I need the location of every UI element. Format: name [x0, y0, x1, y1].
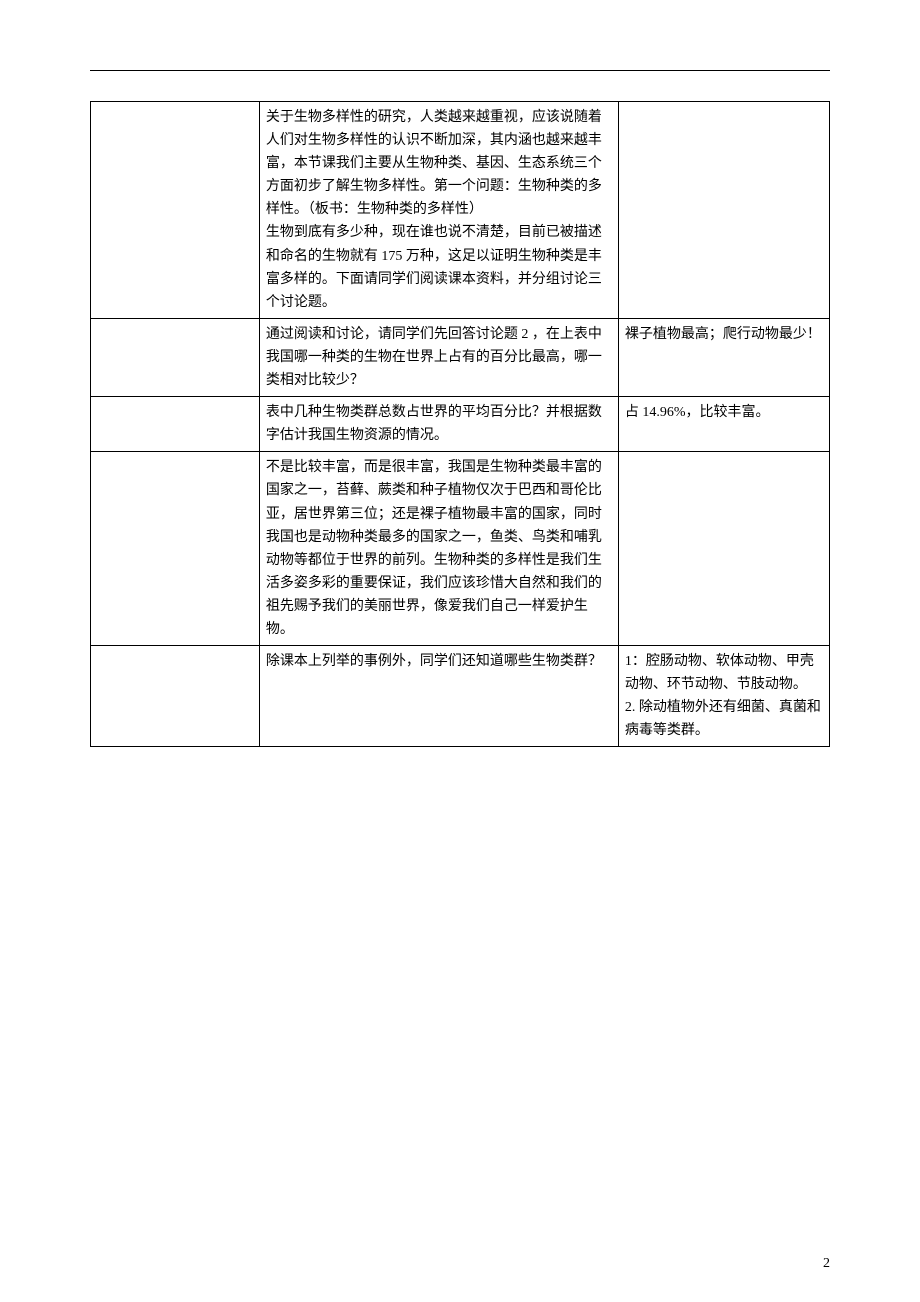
cell-col3: 裸子植物最高；爬行动物最少！	[618, 318, 829, 396]
cell-col2: 除课本上列举的事例外，同学们还知道哪些生物类群？	[259, 646, 618, 747]
cell-col1	[91, 318, 260, 396]
cell-col3	[618, 452, 829, 646]
content-table: 关于生物多样性的研究，人类越来越重视，应该说随着人们对生物多样性的认识不断加深，…	[90, 101, 830, 747]
table-row: 不是比较丰富，而是很丰富，我国是生物种类最丰富的国家之一，苔藓、蕨类和种子植物仅…	[91, 452, 830, 646]
cell-col2: 表中几种生物类群总数占世界的平均百分比？并根据数字估计我国生物资源的情况。	[259, 397, 618, 452]
cell-col1	[91, 646, 260, 747]
table-row: 表中几种生物类群总数占世界的平均百分比？并根据数字估计我国生物资源的情况。 占 …	[91, 397, 830, 452]
table-row: 通过阅读和讨论，请同学们先回答讨论题 2 ，在上表中我国哪一种类的生物在世界上占…	[91, 318, 830, 396]
cell-col2: 不是比较丰富，而是很丰富，我国是生物种类最丰富的国家之一，苔藓、蕨类和种子植物仅…	[259, 452, 618, 646]
cell-col2: 关于生物多样性的研究，人类越来越重视，应该说随着人们对生物多样性的认识不断加深，…	[259, 102, 618, 319]
table-row: 关于生物多样性的研究，人类越来越重视，应该说随着人们对生物多样性的认识不断加深，…	[91, 102, 830, 319]
cell-col1	[91, 102, 260, 319]
cell-col1	[91, 452, 260, 646]
cell-col3	[618, 102, 829, 319]
cell-col1	[91, 397, 260, 452]
cell-col3: 占 14.96%，比较丰富。	[618, 397, 829, 452]
page-number: 2	[823, 1256, 830, 1272]
table-row: 除课本上列举的事例外，同学们还知道哪些生物类群？ 1：腔肠动物、软体动物、甲壳动…	[91, 646, 830, 747]
horizontal-rule	[90, 70, 830, 71]
cell-col2: 通过阅读和讨论，请同学们先回答讨论题 2 ，在上表中我国哪一种类的生物在世界上占…	[259, 318, 618, 396]
cell-col3: 1：腔肠动物、软体动物、甲壳动物、环节动物、节肢动物。2. 除动植物外还有细菌、…	[618, 646, 829, 747]
